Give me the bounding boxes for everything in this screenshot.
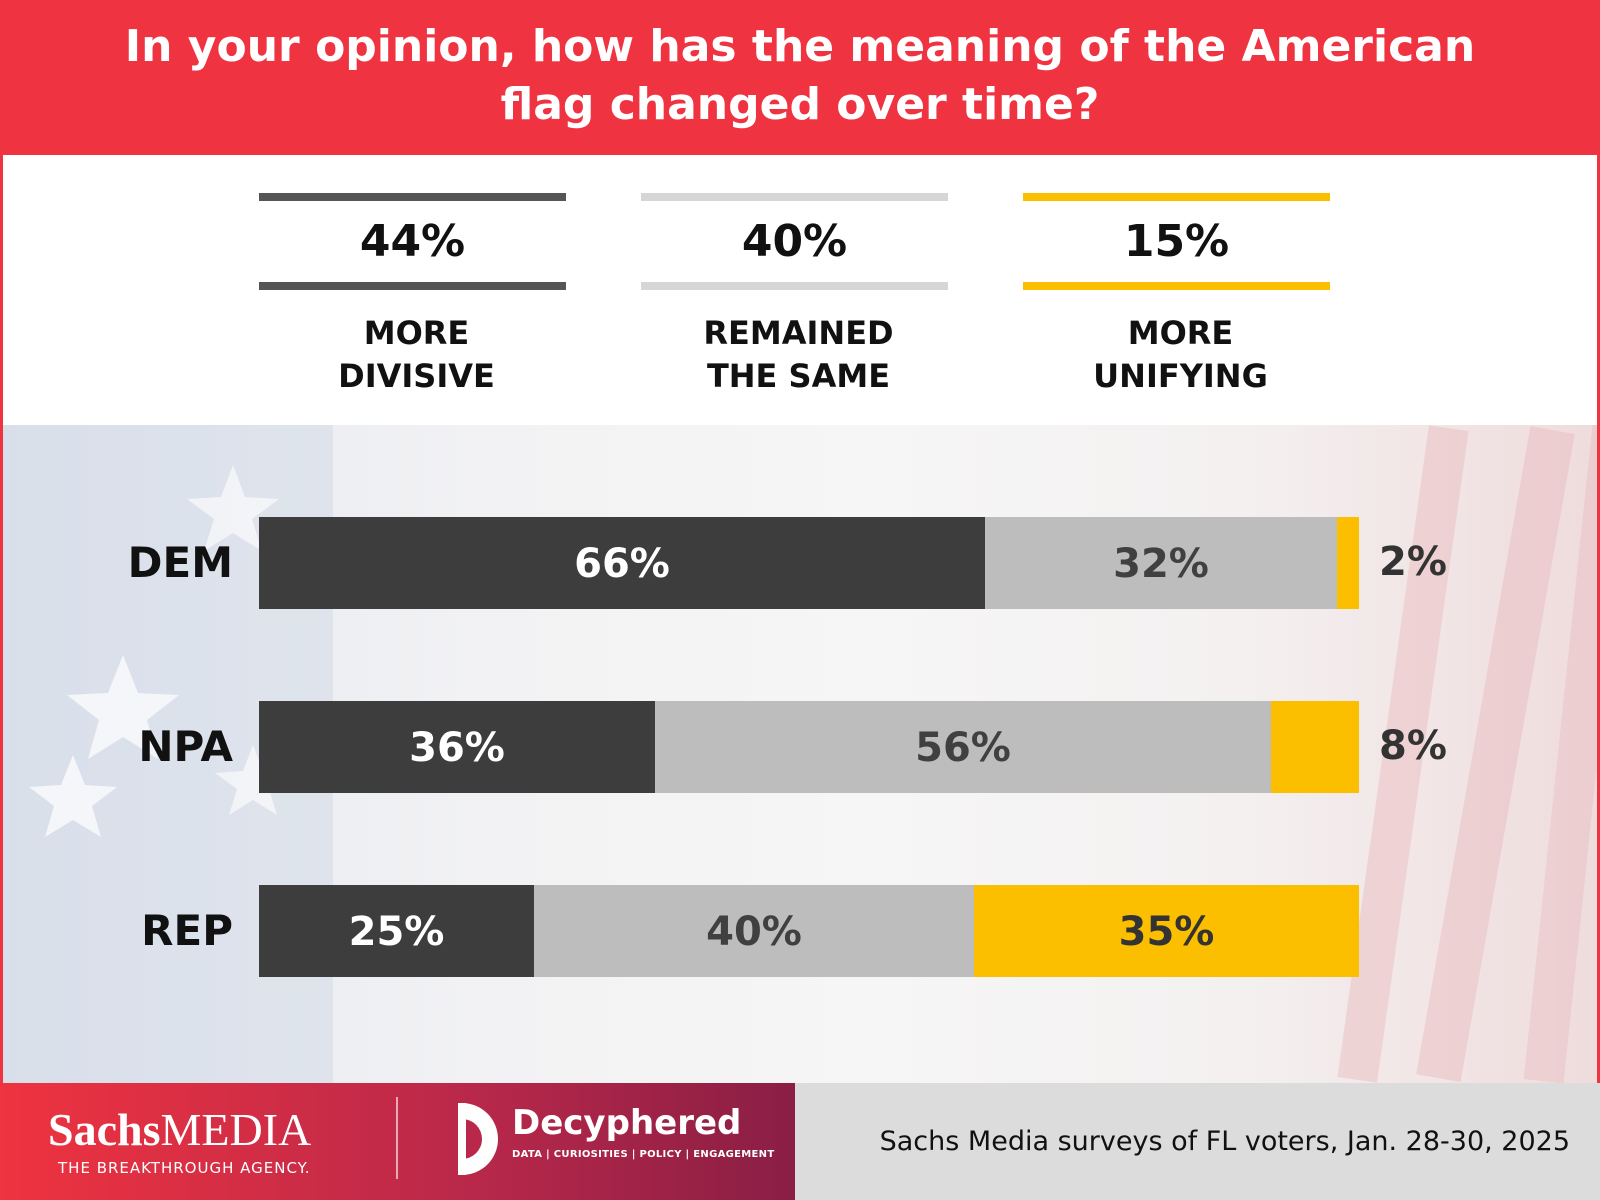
- flag-background-decoration: [3, 425, 1597, 1083]
- summary-label: MORE DIVISIVE: [338, 314, 495, 395]
- data-label-dem-series-1: 32%: [1113, 541, 1209, 587]
- source-note: Sachs Media surveys of FL voters, Jan. 2…: [879, 1126, 1570, 1157]
- footer-brand-panel: SachsMEDIA THE BREAKTHROUGH AGENCY. Decy…: [0, 1083, 795, 1200]
- data-label-rep-series-0: 25%: [349, 909, 445, 955]
- summary-percent: 40%: [741, 216, 848, 267]
- summary-more-divisive: 44% MORE DIVISIVE: [259, 190, 566, 400]
- summary-percent: 44%: [359, 216, 466, 267]
- bar-dem-series-2: [1337, 517, 1359, 609]
- bars-layer: DEM 66% 32% 2% NPA 36% 56% 8% REP 25% 40% 35%: [128, 517, 1447, 977]
- summary-top-rule: [641, 193, 948, 201]
- bar-dem-series-1: [985, 517, 1337, 609]
- data-label-dem-series-0: 66%: [574, 541, 670, 587]
- summary-more-unifying: 15% MORE UNIFYING: [1023, 190, 1330, 400]
- category-label-rep: REP: [141, 906, 233, 955]
- data-label-rep-series-1: 40%: [706, 909, 802, 955]
- summary-percent: 15%: [1123, 216, 1230, 267]
- summary-bottom-rule: [641, 282, 948, 290]
- chart-area: DEM 66% 32% 2% NPA 36% 56% 8% REP 25% 40% 35%: [3, 425, 1597, 1083]
- summary-bottom-rule: [1023, 282, 1330, 290]
- bar-rep-series-0: [259, 885, 534, 977]
- data-label-npa-series-0: 36%: [409, 725, 505, 771]
- decyphered-logo-icon: [458, 1103, 498, 1175]
- sachs-media-logo: SachsMEDIA: [48, 1105, 311, 1155]
- data-label-npa-series-2: 8%: [1379, 723, 1447, 769]
- bar-dem-series-0: [259, 517, 985, 609]
- header-banner: In your opinion, how has the meaning of …: [0, 0, 1600, 155]
- summary-label: REMAINED THE SAME: [703, 314, 894, 395]
- category-label-npa: NPA: [138, 722, 233, 771]
- data-label-rep-series-2: 35%: [1119, 909, 1215, 955]
- decyphered-logo-text: Decyphered: [512, 1103, 742, 1143]
- summary-label: MORE UNIFYING: [1093, 314, 1268, 395]
- logo-sachs: Sachs: [48, 1104, 161, 1155]
- summary-top-rule: [259, 193, 566, 201]
- data-label-npa-series-1: 56%: [915, 725, 1011, 771]
- bar-rep-series-2: [974, 885, 1359, 977]
- bar-rep-series-1: [534, 885, 974, 977]
- bar-npa-series-1: [655, 701, 1271, 793]
- stacked-bar-chart: DEM 66% 32% 2% NPA 36% 56% 8% REP 25% 40% 35%: [3, 425, 1597, 1083]
- summary-top-rule: [1023, 193, 1330, 201]
- bar-npa-series-0: [259, 701, 655, 793]
- footer-divider: [396, 1097, 398, 1179]
- data-label-dem-series-2: 2%: [1379, 539, 1447, 585]
- category-label-dem: DEM: [128, 538, 233, 587]
- footer-source-panel: Sachs Media surveys of FL voters, Jan. 2…: [795, 1083, 1600, 1200]
- decyphered-tagline: DATA | CURIOSITIES | POLICY | ENGAGEMENT: [512, 1149, 775, 1160]
- summary-remained-same: 40% REMAINED THE SAME: [641, 190, 948, 400]
- summary-bottom-rule: [259, 282, 566, 290]
- logo-media: MEDIA: [160, 1104, 312, 1155]
- bar-npa-series-2: [1271, 701, 1359, 793]
- sachs-media-tagline: THE BREAKTHROUGH AGENCY.: [58, 1159, 311, 1177]
- chart-title: In your opinion, how has the meaning of …: [124, 21, 1476, 130]
